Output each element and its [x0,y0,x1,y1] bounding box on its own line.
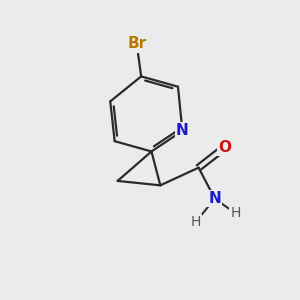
Text: H: H [230,206,241,220]
Text: N: N [176,123,189,138]
Text: Br: Br [127,37,146,52]
Text: H: H [190,215,201,229]
Text: O: O [219,140,232,154]
Text: N: N [208,191,221,206]
